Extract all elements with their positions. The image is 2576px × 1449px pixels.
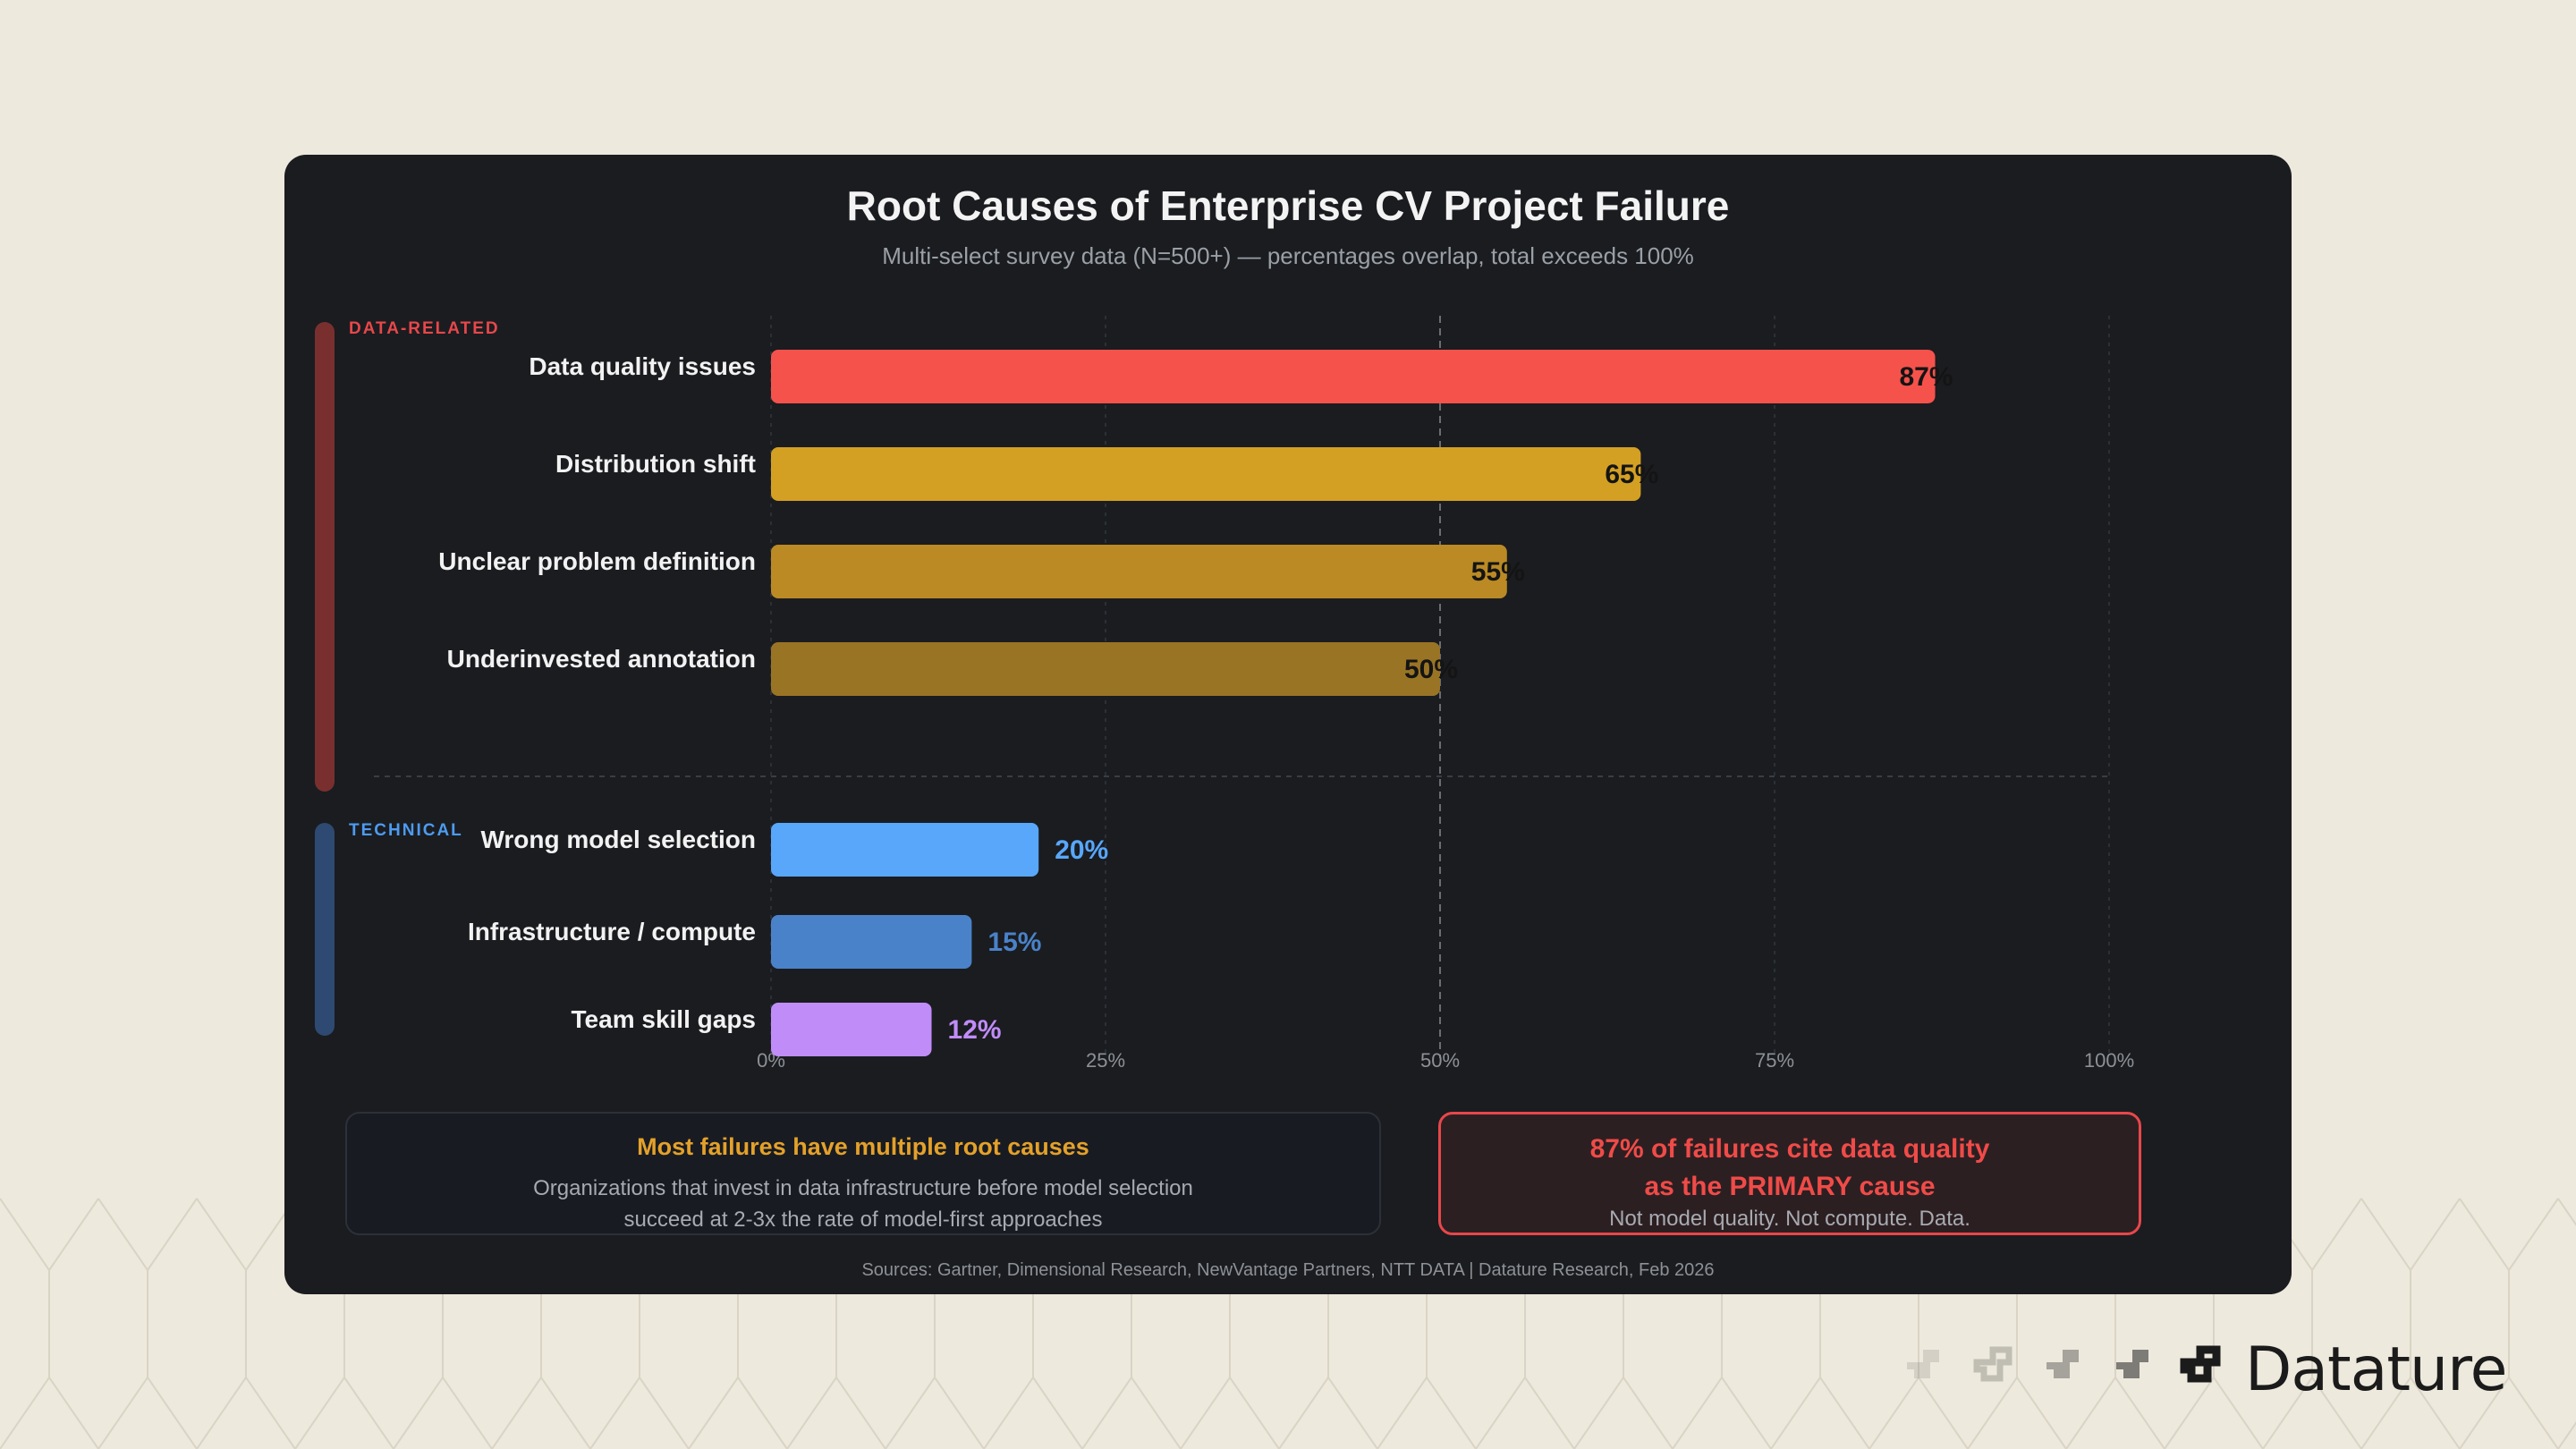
background-line xyxy=(0,1198,99,1449)
highlight-note: Not model quality. Not compute. Data. xyxy=(1609,1207,1970,1231)
bar-infrastructure-compute xyxy=(771,915,972,969)
logo-fade-mark xyxy=(1907,1350,1939,1378)
highlight-title-line: as the PRIMARY cause xyxy=(1644,1172,1936,1201)
value-label: 87% xyxy=(1899,362,1953,392)
logo-fade-mark xyxy=(2116,1350,2148,1378)
value-label: 50% xyxy=(1404,655,1458,684)
highlight-title-line: 87% of failures cite data quality xyxy=(1589,1134,1990,1164)
bar-distribution-shift xyxy=(771,447,1641,501)
logo-fade-mark xyxy=(2046,1350,2079,1378)
insight-body-line: succeed at 2-3x the rate of model-first … xyxy=(623,1208,1103,1232)
highlight-title: 87% of failures cite data quality as the… xyxy=(1441,1131,2139,1206)
bar-team-skill-gaps xyxy=(771,1003,932,1056)
x-tick-label: 50% xyxy=(1420,1049,1460,1072)
category-label: Underinvested annotation xyxy=(447,645,756,673)
brand-name: Datature xyxy=(2245,1335,2507,1405)
x-tick-label: 25% xyxy=(1086,1049,1125,1072)
group-label: DATA-RELATED xyxy=(349,319,500,338)
category-label: Infrastructure / compute xyxy=(468,918,756,945)
chart-title: Root Causes of Enterprise CV Project Fai… xyxy=(846,182,1730,229)
category-label: Wrong model selection xyxy=(480,826,756,853)
bar-underinvested-annotation xyxy=(771,642,1440,696)
chart-card: Root Causes of Enterprise CV Project Fai… xyxy=(284,155,2292,1294)
sources-footnote: Sources: Gartner, Dimensional Research, … xyxy=(861,1260,1715,1280)
highlight-box-data-quality: 87% of failures cite data quality as the… xyxy=(1438,1112,2141,1235)
background-line xyxy=(2360,1198,2461,1449)
chart-subtitle: Multi-select survey data (N=500+) — perc… xyxy=(882,242,1694,269)
bar-wrong-model-selection xyxy=(771,823,1039,877)
datature-logo-icon xyxy=(1907,1345,2221,1383)
category-label: Data quality issues xyxy=(529,352,756,380)
logo-mark xyxy=(2180,1345,2221,1383)
category-label: Team skill gaps xyxy=(572,1005,756,1033)
value-label: 65% xyxy=(1605,460,1658,489)
group-band xyxy=(315,322,335,792)
value-label: 20% xyxy=(1055,835,1108,865)
insight-box-multiple-causes: Most failures have multiple root causes … xyxy=(345,1112,1381,1235)
insight-body: Organizations that invest in data infras… xyxy=(347,1173,1379,1235)
x-tick-label: 75% xyxy=(1755,1049,1794,1072)
insight-title: Most failures have multiple root causes xyxy=(637,1133,1089,1160)
value-label: 15% xyxy=(987,928,1041,957)
insight-body-line: Organizations that invest in data infras… xyxy=(533,1176,1193,1200)
category-label: Unclear problem definition xyxy=(438,547,756,575)
value-label: 55% xyxy=(1471,557,1525,587)
category-label: Distribution shift xyxy=(555,450,756,478)
group-band xyxy=(315,823,335,1036)
group-label: TECHNICAL xyxy=(349,821,463,840)
background-line xyxy=(196,1198,296,1449)
bar-unclear-problem-definition xyxy=(771,545,1507,598)
background-line xyxy=(97,1198,198,1449)
x-tick-label: 100% xyxy=(2084,1049,2134,1072)
value-label: 12% xyxy=(948,1015,1002,1045)
logo-fade-mark xyxy=(1973,1346,2012,1382)
bar-data-quality-issues xyxy=(771,350,1936,403)
background-line xyxy=(2557,1198,2576,1449)
background-line xyxy=(2459,1198,2559,1449)
